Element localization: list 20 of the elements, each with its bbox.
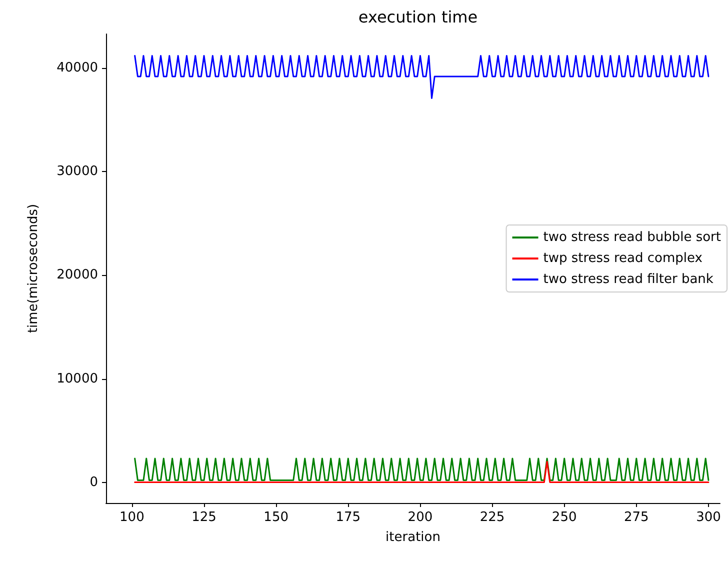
x-tick-label: 225 — [480, 510, 505, 525]
y-tick-label: 40000 — [56, 60, 98, 76]
legend-label: twp stress read complex — [543, 251, 703, 266]
chart-title: execution time — [358, 8, 478, 26]
x-tick-label: 150 — [264, 510, 288, 525]
x-tick-label: 250 — [552, 510, 577, 525]
legend-label: two stress read bubble sort — [543, 230, 721, 245]
x-tick-label: 175 — [336, 510, 361, 525]
y-tick-label: 20000 — [56, 268, 98, 283]
x-tick-label: 100 — [120, 510, 144, 525]
y-tick-label: 0 — [90, 474, 98, 490]
x-tick-label: 300 — [696, 510, 721, 525]
x-axis-title: iteration — [386, 530, 440, 545]
y-axis-title: time(microseconds) — [26, 204, 41, 334]
y-tick-label: 10000 — [56, 371, 98, 386]
x-tick-label: 200 — [408, 510, 433, 525]
legend-label: two stress read filter bank — [543, 272, 714, 287]
y-tick-label: 30000 — [56, 164, 98, 180]
x-tick-label: 275 — [624, 510, 649, 525]
x-tick-label: 125 — [192, 510, 216, 525]
